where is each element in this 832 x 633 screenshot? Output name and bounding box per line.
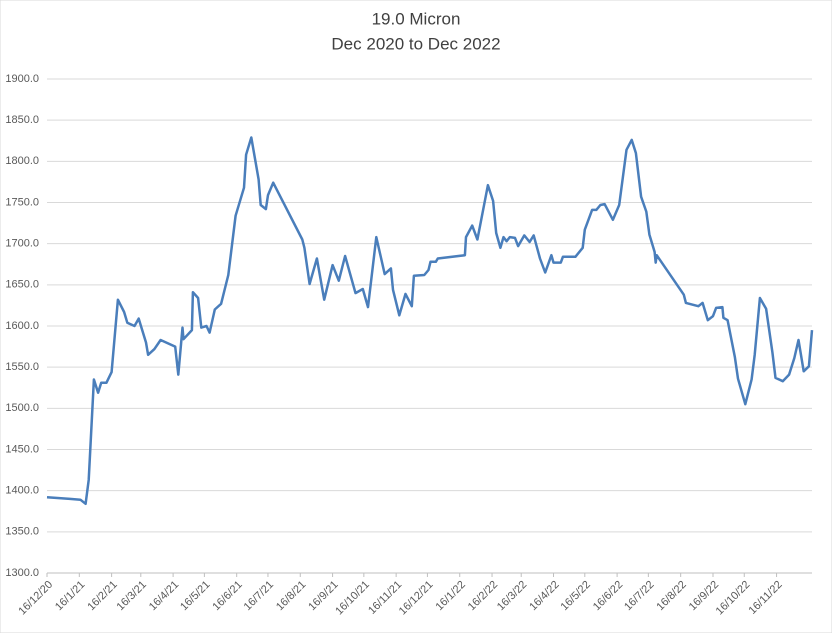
chart-subtitle: Dec 2020 to Dec 2022 [331, 34, 500, 53]
y-tick-label: 1750.0 [5, 196, 39, 208]
y-tick-label: 1800.0 [5, 155, 39, 167]
y-tick-label: 1450.0 [5, 443, 39, 455]
data-line [46, 136, 814, 506]
y-tick-label: 1850.0 [5, 114, 39, 126]
y-tick-label: 1350.0 [5, 526, 39, 538]
y-tick-label: 1300.0 [5, 567, 39, 579]
y-tick-label: 1500.0 [5, 402, 39, 414]
y-tick-label: 1550.0 [5, 361, 39, 373]
chart-title: 19.0 Micron [372, 9, 461, 28]
y-tick-label: 1600.0 [5, 320, 39, 332]
y-tick-label: 1900.0 [5, 73, 39, 85]
y-tick-label: 1700.0 [5, 238, 39, 250]
y-tick-label: 1650.0 [5, 279, 39, 291]
y-tick-label: 1400.0 [5, 485, 39, 497]
